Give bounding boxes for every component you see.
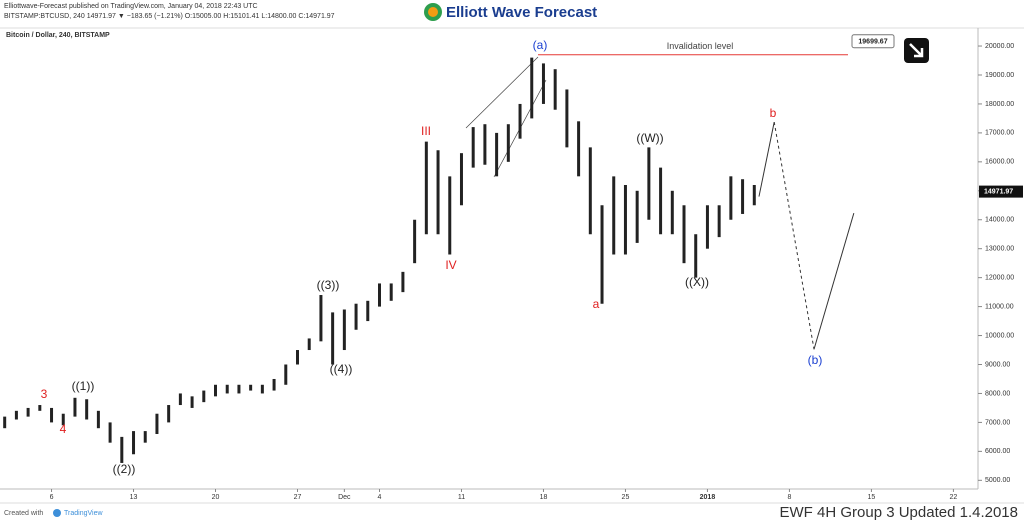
y-tick-label: 12000.00 <box>985 274 1014 281</box>
quote: BITSTAMP:BTCUSD, 240 14971.97 ▼ −183.65 … <box>4 13 335 20</box>
y-tick-label: 6000.00 <box>985 448 1010 455</box>
y-tick-label: 20000.00 <box>985 43 1014 50</box>
chart-title: Bitcoin / Dollar, 240, BITSTAMP <box>6 32 110 39</box>
x-tick-label: 8 <box>787 494 791 501</box>
x-tick-label: 25 <box>622 494 630 501</box>
logo-icon-inner <box>428 7 438 17</box>
wave-label: ((X)) <box>685 275 709 289</box>
last-price-box <box>979 185 1023 198</box>
y-tick-label: 7000.00 <box>985 419 1010 426</box>
wave-label: ((4)) <box>330 362 353 376</box>
logo: Elliott Wave Forecast <box>446 4 597 21</box>
wave-label: a <box>593 297 600 311</box>
invalidation-value: 19699.67 <box>858 39 887 46</box>
wave-label: (b) <box>808 353 823 367</box>
invalidation-label: Invalidation level <box>667 41 734 51</box>
x-tick-label: 22 <box>950 494 958 501</box>
wave-label: b <box>770 106 777 120</box>
y-tick-label: 9000.00 <box>985 361 1010 368</box>
y-tick-label: 5000.00 <box>985 477 1010 484</box>
x-tick-label: 20 <box>212 494 220 501</box>
caption: EWF 4H Group 3 Updated 1.4.2018 <box>780 504 1018 521</box>
y-tick-label: 11000.00 <box>985 303 1014 310</box>
publisher: Elliottwave-Forecast published on Tradin… <box>4 3 258 10</box>
projection-line <box>813 212 855 350</box>
wave-label: ((1)) <box>72 379 95 393</box>
y-tick-label: 10000.00 <box>985 332 1014 339</box>
arrow-icon <box>904 38 929 63</box>
y-tick-label: 18000.00 <box>985 101 1014 108</box>
wave-label: ((2)) <box>113 462 136 476</box>
wave-label: 3 <box>41 387 48 401</box>
x-tick-label: 11 <box>458 494 465 501</box>
x-tick-label: Dec <box>338 494 351 501</box>
wave-label: 4 <box>60 422 67 436</box>
y-tick-label: 14000.00 <box>985 217 1014 224</box>
x-tick-label: 15 <box>868 494 876 501</box>
last-price: 14971.97 <box>984 188 1013 195</box>
y-tick-label: 13000.00 <box>985 246 1014 253</box>
x-tick-label: 4 <box>378 494 382 501</box>
projection-line <box>773 122 815 350</box>
y-tick-label: 8000.00 <box>985 390 1010 397</box>
x-tick-label: 27 <box>294 494 302 501</box>
invalidation-box <box>851 34 895 49</box>
brand: TradingView <box>64 510 103 517</box>
wave-label: III <box>421 124 431 138</box>
y-tick-label: 16000.00 <box>985 159 1014 166</box>
x-tick-label: 13 <box>130 494 138 501</box>
x-tick-label: 18 <box>540 494 548 501</box>
created-with: Created with <box>4 510 43 517</box>
wave-label: ((W)) <box>636 131 663 145</box>
wave-label: ((3)) <box>317 278 340 292</box>
wave-label: (a) <box>533 38 548 52</box>
projection-line <box>758 121 775 197</box>
x-tick-label: 2018 <box>700 494 716 501</box>
y-tick-label: 19000.00 <box>985 72 1014 79</box>
y-tick-label: 17000.00 <box>985 130 1014 137</box>
channel-line <box>465 56 539 129</box>
brand-icon <box>53 509 61 517</box>
x-tick-label: 6 <box>50 494 54 501</box>
wave-label: IV <box>445 258 456 272</box>
